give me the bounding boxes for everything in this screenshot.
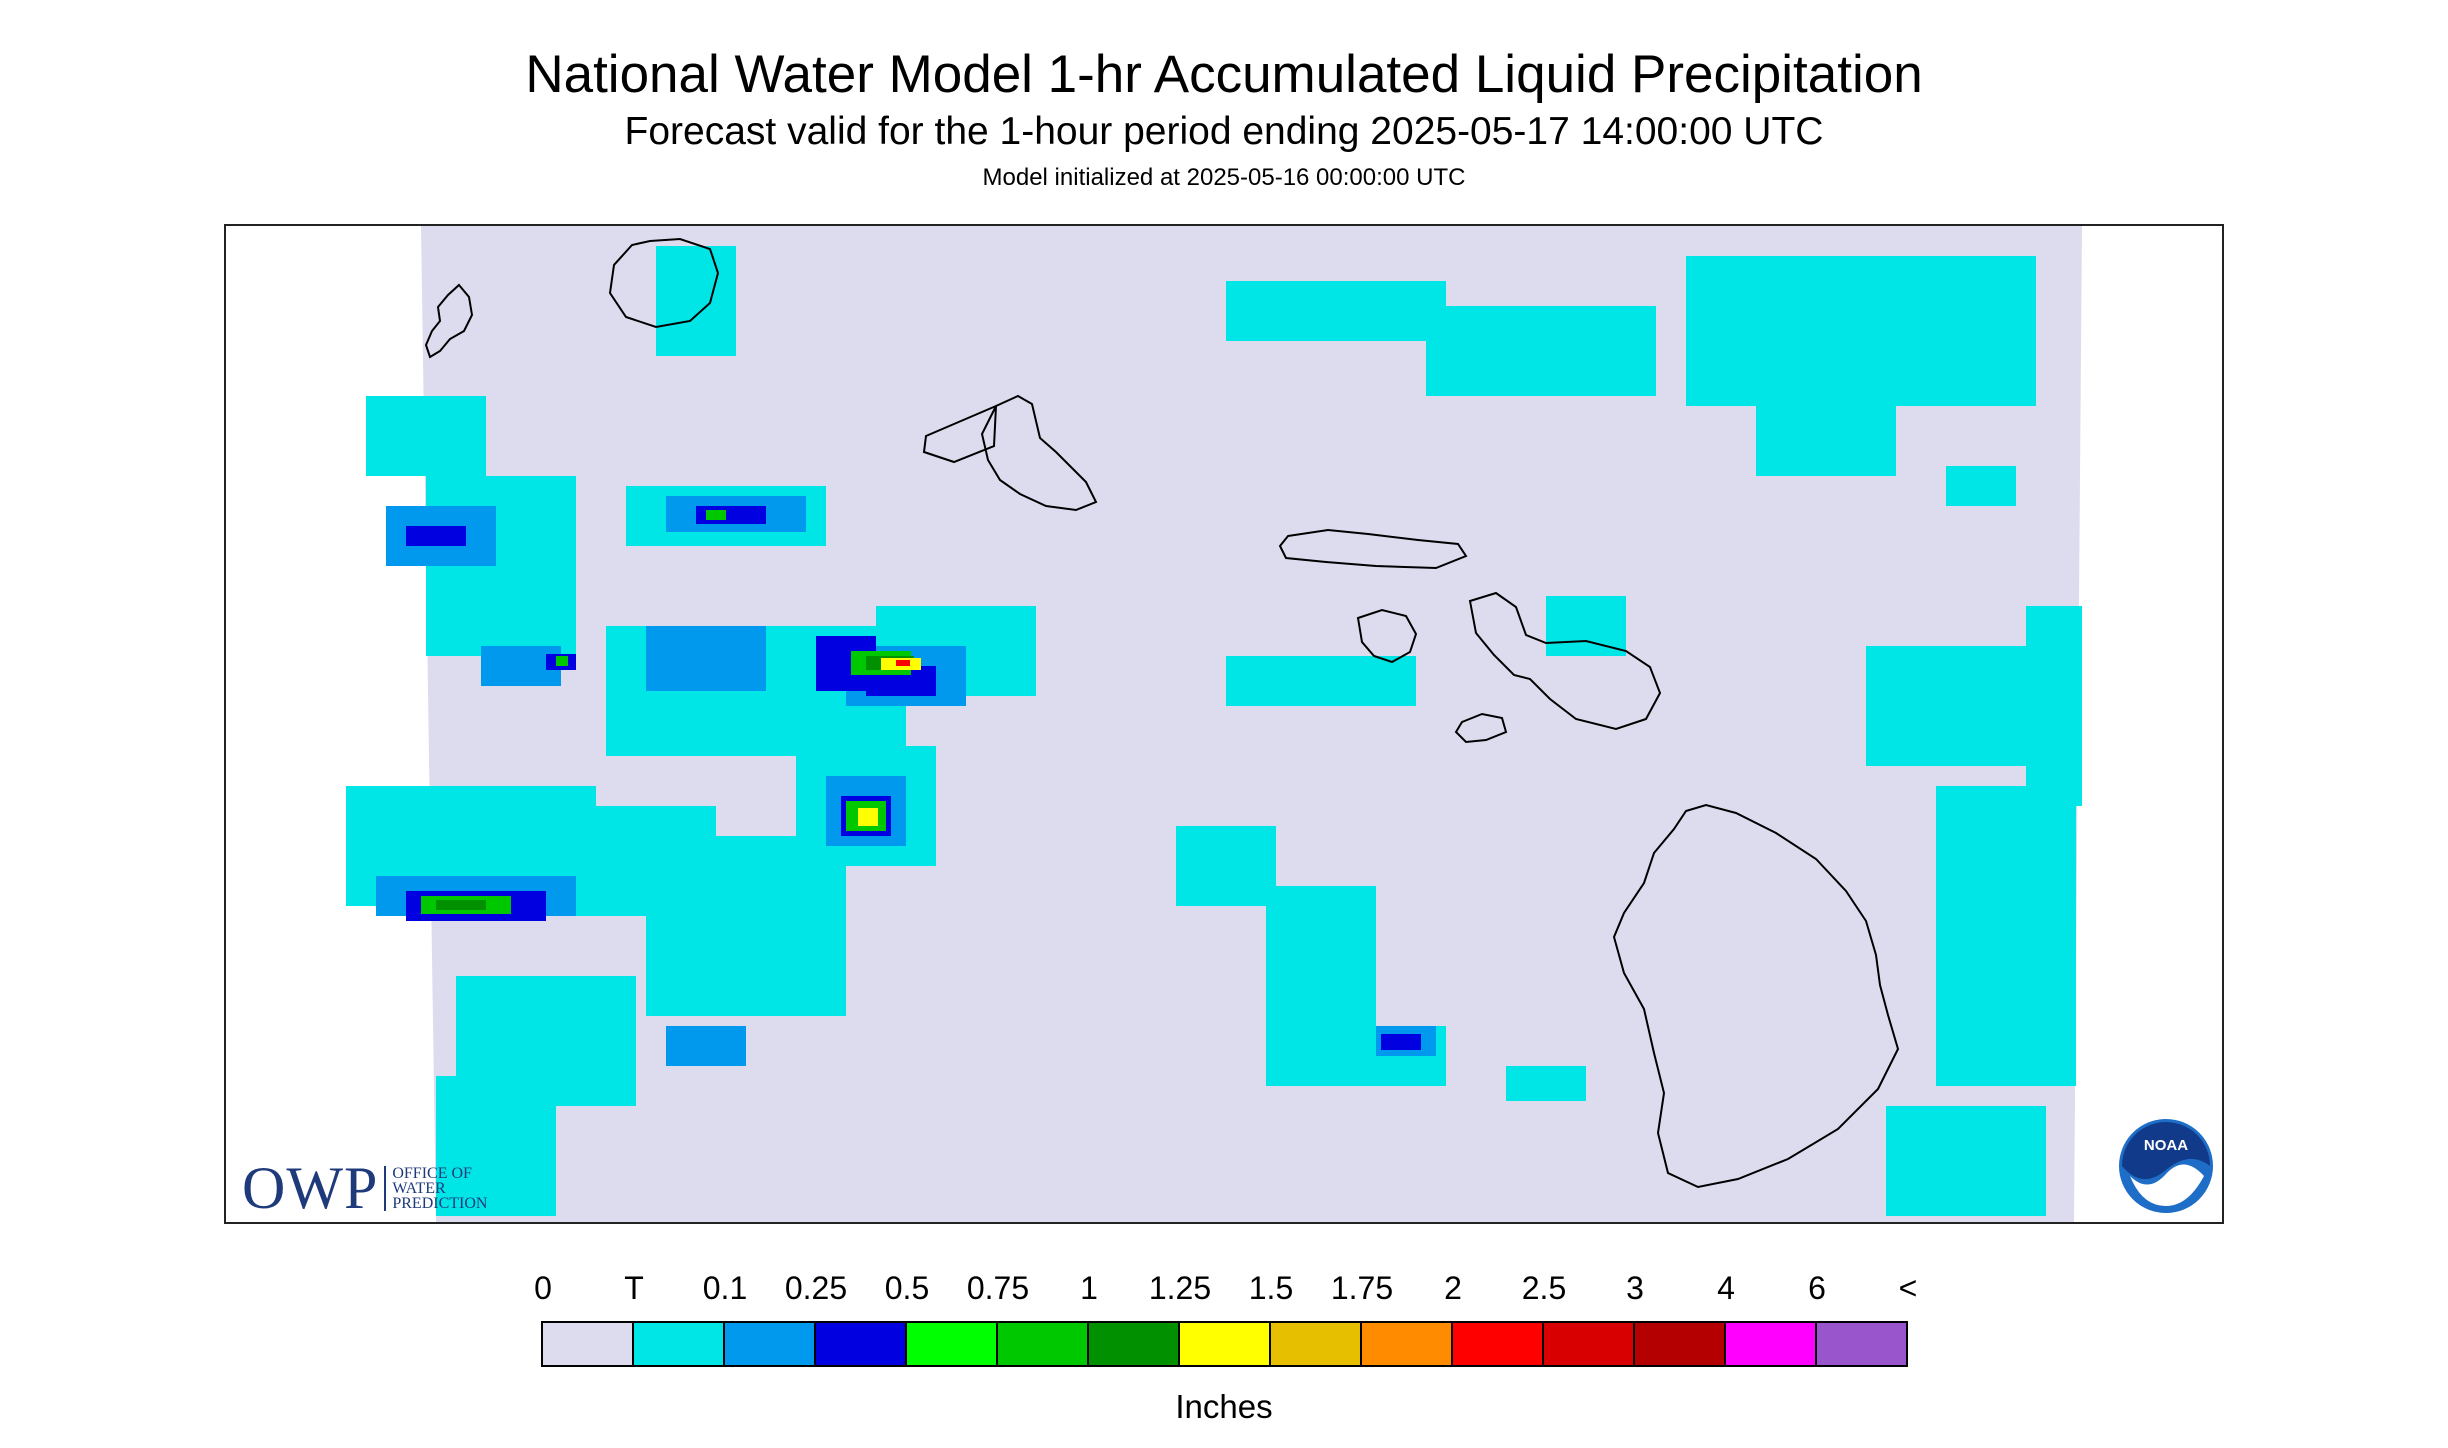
owp-logo-subtitle: Office of Water Prediction [384,1165,488,1212]
precip-cell [436,1076,556,1216]
legend-label: 1.25 [1148,1270,1212,1306]
precip-cell [1756,406,1896,476]
precip-cell [1866,646,2026,766]
legend-swatch [1726,1323,1817,1365]
legend-swatch [816,1323,907,1365]
legend-colorbar [541,1321,1908,1367]
legend-swatch [1453,1323,1544,1365]
forecast-valid-subtitle: Forecast valid for the 1-hour period end… [624,110,1824,153]
noaa-logo-text: NOAA [2144,1137,2188,1154]
precip-cell [1226,281,1446,341]
legend-label: 2 [1444,1270,1462,1306]
legend-swatch [1635,1323,1726,1365]
island-maui [1468,591,1662,731]
legend-label: 1.5 [1248,1270,1294,1306]
island-kahoolawe [1454,712,1508,744]
precip-cell [1936,786,2076,1086]
island-molokai [1278,528,1468,570]
precip-cell [1886,1106,2046,1216]
legend-swatch [1180,1323,1271,1365]
legend-swatch [1271,1323,1362,1365]
precip-cell [646,836,846,1016]
legend-label: 2.5 [1521,1270,1567,1306]
legend-swatch [1089,1323,1180,1365]
precip-cell [1426,306,1656,396]
page-title: National Water Model 1-hr Accumulated Li… [525,45,1923,104]
precip-cell [1796,256,1856,296]
precip-cell [1946,466,2016,506]
precip-cell [1546,596,1626,656]
owp-line: Prediction [392,1195,488,1212]
precip-cell [858,808,878,826]
model-init-time: Model initialized at 2025-05-16 00:00:00… [982,164,1466,191]
island-oahu [922,394,1098,512]
precip-cell [1686,256,2036,406]
legend-swatch [725,1323,816,1365]
precip-cell [1506,1066,1586,1101]
precipitation-layer [346,246,2082,1216]
island-lanai [1356,608,1418,664]
precip-cell [666,1026,746,1066]
precip-cell [2026,606,2082,806]
precip-cell [406,526,466,546]
legend-label: 6 [1808,1270,1826,1306]
legend-labels: 0 T 0.1 0.25 0.5 0.75 1 1.25 1.5 1.75 2 2.5 3 4 6 < [0,1270,2448,1310]
precip-cell [436,900,486,910]
legend-label: < [1898,1270,1918,1306]
precipitation-map: OWP Office of Water Prediction NOAA [224,224,2224,1224]
island-kauai [608,237,720,329]
noaa-logo-bird [2130,1164,2204,1206]
owp-logo-text: OWP [242,1155,379,1221]
owp-logo: OWP Office of Water Prediction [242,1154,488,1222]
legend-label: 0 [534,1270,552,1306]
legend-label: T [624,1270,644,1306]
legend-label: 0.75 [966,1270,1030,1306]
precip-cell [656,246,736,356]
legend-swatch [1362,1323,1453,1365]
legend-label: 0.25 [784,1270,848,1306]
legend-units: Inches [1175,1388,1273,1425]
precip-cell [706,510,726,520]
precip-cell [1381,1034,1421,1050]
legend-label: 3 [1626,1270,1644,1306]
legend-swatch [1817,1323,1906,1365]
legend-swatch [1544,1323,1635,1365]
precip-cell [366,396,486,476]
precip-cell [1176,826,1276,906]
legend-swatch [998,1323,1089,1365]
legend-label: 4 [1717,1270,1735,1306]
noaa-logo: NOAA [2117,1117,2215,1215]
legend-label: 1 [1080,1270,1098,1306]
noaa-logo-ring [2117,1117,2215,1215]
legend-label: 0.5 [884,1270,930,1306]
precip-cell [646,626,766,691]
island-niihau [424,283,474,359]
map-canvas [226,226,2222,1222]
precip-cell [1226,656,1416,706]
noaa-logo-upper [2122,1122,2210,1180]
owp-line: Water [392,1180,446,1197]
legend-swatch [907,1323,998,1365]
precip-heavy-areas [421,510,921,914]
island-hawaii [1612,803,1900,1189]
legend-label: 0.1 [702,1270,748,1306]
legend-label: 1.75 [1330,1270,1394,1306]
island-outlines [424,237,1900,1189]
owp-line: Office of [392,1165,472,1182]
precip-cell [556,656,568,666]
legend-swatch [634,1323,725,1365]
legend-swatch [543,1323,634,1365]
precip-cell [896,660,910,666]
